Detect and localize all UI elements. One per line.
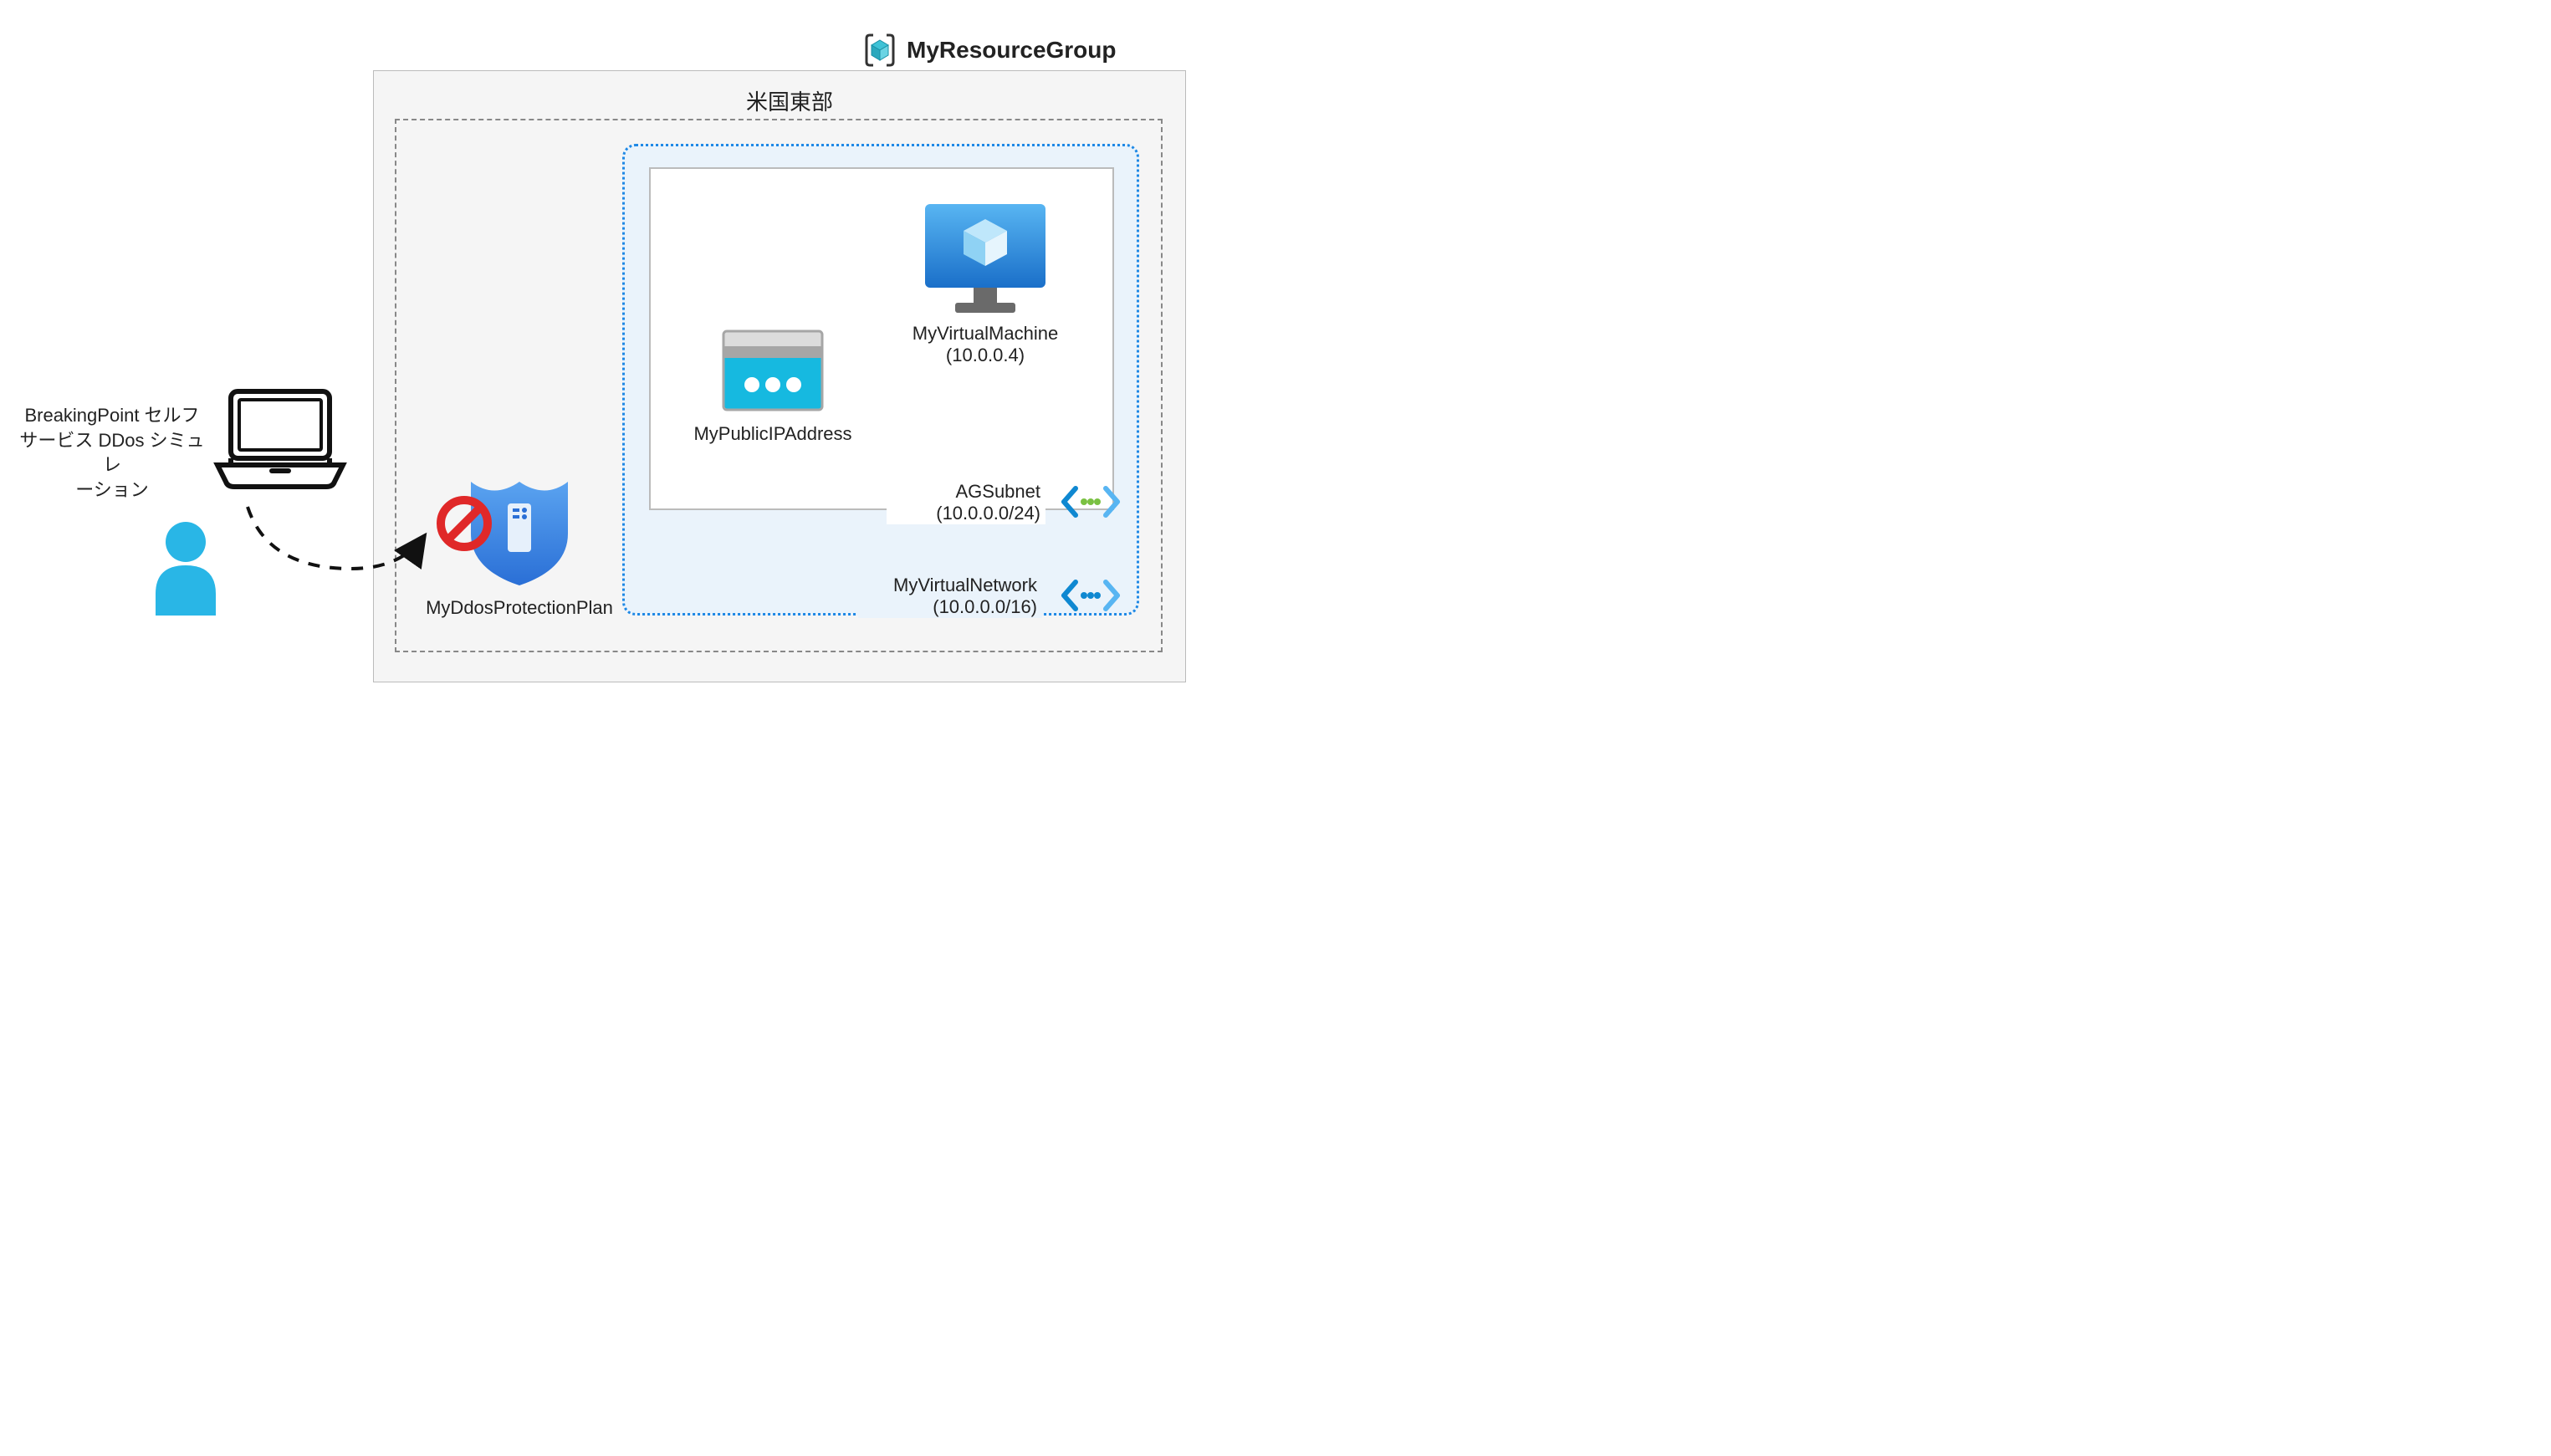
resource-group-label: MyResourceGroup <box>907 37 1117 64</box>
subnet-cidr: (10.0.0.0/24) <box>892 503 1040 524</box>
diagram-canvas: MyResourceGroup 米国東部 MyVirtualMachine (1… <box>17 17 1221 696</box>
attack-arrow <box>17 17 485 619</box>
vnet-name: MyVirtualNetwork <box>863 575 1037 596</box>
public-ip-label: MyPublicIPAddress <box>681 423 865 445</box>
resource-group-icon <box>861 32 898 69</box>
subnet-icon <box>1061 482 1121 522</box>
vm-icon <box>918 201 1052 318</box>
vnet-cidr: (10.0.0.0/16) <box>863 596 1037 618</box>
vnet-tag: MyVirtualNetwork (10.0.0.0/16) <box>858 575 1042 618</box>
region-label: 米国東部 <box>746 85 833 116</box>
resource-group-title: MyResourceGroup <box>861 32 1117 69</box>
public-ip-node: MyPublicIPAddress <box>681 326 865 445</box>
vm-ip: (10.0.0.4) <box>893 345 1077 366</box>
vm-label: MyVirtualMachine <box>893 323 1077 345</box>
subnet-name: AGSubnet <box>892 481 1040 503</box>
subnet-tag: AGSubnet (10.0.0.0/24) <box>887 481 1045 524</box>
vnet-icon <box>1061 575 1121 616</box>
public-ip-icon <box>718 326 827 418</box>
vm-node: MyVirtualMachine (10.0.0.4) <box>893 201 1077 366</box>
